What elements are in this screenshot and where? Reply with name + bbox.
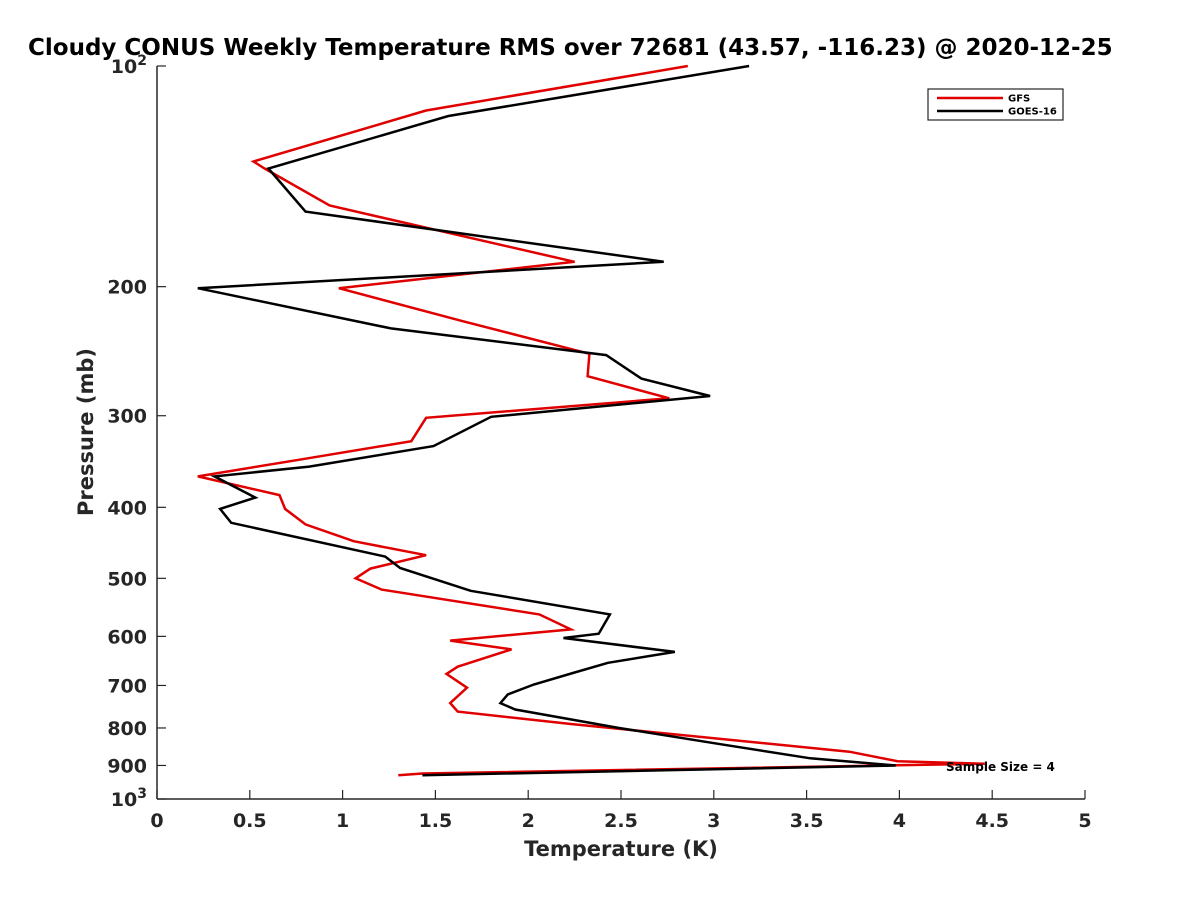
x-tick-label: 5: [1078, 810, 1091, 832]
y-tick-label: 900: [107, 755, 147, 777]
x-tick-label: 2: [522, 810, 535, 832]
plot-area: [157, 66, 1085, 799]
x-tick-label: 0.5: [233, 810, 267, 832]
y-axis-label: Pressure (mb): [74, 348, 98, 516]
x-tick-label: 2.5: [604, 810, 638, 832]
series-line-gfs: [197, 64, 985, 777]
chart-title: Cloudy CONUS Weekly Temperature RMS over…: [28, 35, 1113, 61]
y-tick-label: 500: [107, 568, 147, 590]
x-axis-label: Temperature (K): [524, 837, 718, 861]
legend-box: [927, 88, 1064, 121]
x-tick-label: 0: [150, 810, 163, 832]
series-line-goes16: [197, 64, 896, 777]
legend: GFS GOES-16: [927, 88, 1064, 121]
legend-label-goes16: GOES-16: [1008, 107, 1057, 118]
y-tick-label: 400: [107, 497, 147, 519]
sample-size-annotation: Sample Size = 4: [946, 760, 1055, 774]
y-tick-label: 600: [107, 626, 147, 648]
x-tick-label: 4.5: [975, 810, 1009, 832]
x-tick-label: 1: [336, 810, 349, 832]
y-tick-label: 103: [111, 786, 147, 811]
y-tick-label: 800: [107, 718, 147, 740]
x-ticks: 0 0.5 1 1.5 2 2.5 3 3.5 4 4.5 5: [150, 790, 1092, 832]
series-layer: [197, 64, 985, 777]
y-tick-label: 200: [107, 277, 147, 299]
y-tick-label: 300: [107, 406, 147, 428]
legend-label-gfs: GFS: [1008, 94, 1030, 105]
x-tick-label: 1.5: [419, 810, 453, 832]
x-tick-label: 4: [893, 810, 906, 832]
x-tick-label: 3: [707, 810, 720, 832]
y-tick-label: 700: [107, 675, 147, 697]
x-tick-label: 3.5: [790, 810, 824, 832]
